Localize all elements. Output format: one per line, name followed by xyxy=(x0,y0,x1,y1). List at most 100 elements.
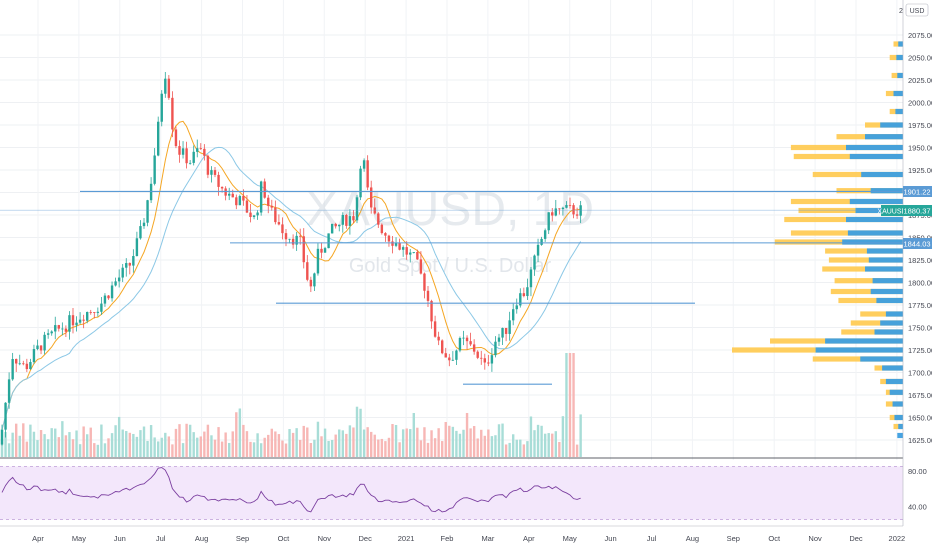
candle-body xyxy=(100,303,103,312)
time-axis[interactable]: Apr May Jun Jul Aug Sep Oct Nov Dec 2021 Feb Mar Apr… xyxy=(0,525,932,550)
candle-body xyxy=(178,146,181,155)
candle-body xyxy=(146,200,149,223)
volume-bar xyxy=(515,439,518,457)
volume-bar xyxy=(316,421,320,457)
candle-body xyxy=(540,238,543,245)
price-tick-label: 1625.00 xyxy=(908,436,932,445)
candle-body xyxy=(192,151,195,163)
volume-bar xyxy=(75,430,78,457)
candle-body xyxy=(384,233,387,236)
currency-badge[interactable]: USD 2 xyxy=(899,3,929,17)
candle-body xyxy=(579,205,582,216)
volume-bar xyxy=(469,428,472,457)
volume-bar xyxy=(508,442,511,457)
candle-body xyxy=(299,235,302,237)
volume-profile-bar-yellow xyxy=(774,239,903,245)
volume-bar xyxy=(139,430,142,457)
time-tick-label: May xyxy=(563,534,577,543)
candle-body xyxy=(68,315,71,332)
volume-bar xyxy=(444,421,447,457)
price-tag-current xyxy=(903,205,932,216)
candle-body xyxy=(462,337,465,339)
horizontal-levels[interactable] xyxy=(0,190,903,385)
volume-bar xyxy=(22,423,25,457)
volume-bar xyxy=(245,431,249,457)
volume-profile-bar-blue xyxy=(846,144,903,151)
price-axis[interactable]: 2075.00 2050.00 2025.00 2000.00 1975.00 1950.… xyxy=(902,0,932,550)
rsi-pane xyxy=(0,457,903,526)
volume-bar xyxy=(512,434,515,457)
volume-bar xyxy=(153,437,156,457)
candle-body xyxy=(217,174,220,187)
volume-bar xyxy=(188,424,192,457)
volume-bar xyxy=(39,430,43,457)
volume-profile-bar-blue xyxy=(892,401,903,407)
volume-bar xyxy=(103,443,107,457)
volume-bar xyxy=(82,426,85,457)
volume-profile-bar-yellow xyxy=(790,198,903,205)
candle-body xyxy=(387,235,391,242)
time-tick-label: Mar xyxy=(481,534,494,543)
volume-profile-bar-yellow xyxy=(784,216,903,223)
price-tag-h1-text: 1901.22 xyxy=(903,188,930,197)
candle-body xyxy=(543,230,547,239)
candle-body xyxy=(18,363,21,365)
candle-body xyxy=(110,285,114,299)
candle-body xyxy=(487,362,490,364)
time-tick-label: 2021 xyxy=(398,534,415,543)
volume-bar xyxy=(267,434,270,457)
volume-bar xyxy=(252,442,256,457)
candle-body xyxy=(377,213,380,225)
candle-body xyxy=(206,155,210,175)
volume-bar xyxy=(206,424,210,457)
candle-body xyxy=(249,212,252,217)
volume-bar xyxy=(192,432,195,457)
price-tag-h2-text: 1844.03 xyxy=(903,240,930,249)
volume-bar xyxy=(132,433,135,457)
volume-profile-bar-blue xyxy=(889,389,903,395)
volume-bar xyxy=(196,437,199,457)
volume-bar xyxy=(64,435,68,457)
price-tag-current-text: 1880.37 xyxy=(903,207,930,216)
volume-bar xyxy=(334,434,337,457)
time-tick-label: Nov xyxy=(808,534,822,543)
price-tag-h1 xyxy=(903,186,932,197)
volume-bar xyxy=(309,442,313,457)
candle-body xyxy=(575,214,579,216)
volume-bar xyxy=(497,424,501,457)
candle-body xyxy=(362,160,366,169)
volume-bar xyxy=(284,443,288,457)
volume-bar xyxy=(401,429,405,457)
time-tick-label: Dec xyxy=(359,534,373,543)
candle-body xyxy=(370,187,373,208)
volume-profile-bar-blue xyxy=(874,329,903,335)
volume-bar xyxy=(380,438,384,457)
volume-bar xyxy=(174,428,178,457)
candle-body xyxy=(338,224,341,227)
candle-body xyxy=(142,222,146,227)
volume-profile-bar-blue xyxy=(894,414,903,421)
volume-bar xyxy=(529,416,533,457)
candle-body xyxy=(121,267,124,278)
volume-bar xyxy=(362,429,366,457)
volume-bar xyxy=(68,432,71,457)
volume-bar xyxy=(242,424,245,457)
candle-body xyxy=(327,233,330,249)
price-axis-bg xyxy=(903,0,932,550)
volume-profile-bar-yellow xyxy=(841,329,903,335)
candle-body xyxy=(373,207,376,214)
volume-profile-bar-blue xyxy=(865,266,903,272)
candle-body xyxy=(277,222,281,225)
time-axis-bg xyxy=(0,526,932,550)
candle-body xyxy=(15,358,18,364)
candle-body xyxy=(114,281,117,286)
volume-bar xyxy=(359,408,362,457)
volume-bar xyxy=(330,440,334,457)
candle-body xyxy=(238,196,242,206)
time-tick-label: 2022 xyxy=(889,534,906,543)
volume-bar xyxy=(288,429,291,457)
volume-bar xyxy=(323,428,327,457)
volume-bar xyxy=(171,444,174,457)
